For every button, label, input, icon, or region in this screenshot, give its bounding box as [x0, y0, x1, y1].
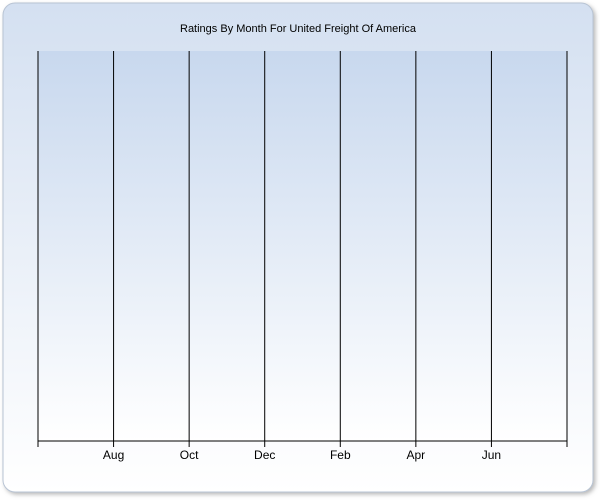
- chart-title: Ratings By Month For United Freight Of A…: [180, 23, 417, 35]
- x-tick-label: Jun: [482, 448, 501, 462]
- x-tick-label: Feb: [330, 448, 351, 462]
- x-tick-label: Oct: [180, 448, 199, 462]
- plot-area: [38, 51, 567, 441]
- x-tick-label: Dec: [254, 448, 275, 462]
- x-tick-label: Aug: [103, 448, 124, 462]
- x-tick-label: Apr: [407, 448, 426, 462]
